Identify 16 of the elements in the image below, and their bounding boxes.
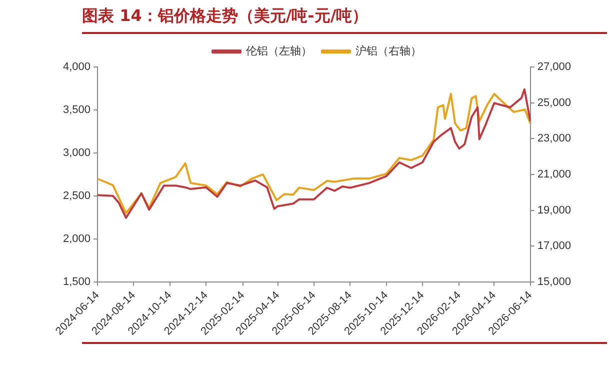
y2-tick-label: 15,000 bbox=[537, 276, 572, 288]
y2-tick-label: 21,000 bbox=[537, 168, 572, 180]
legend-label: 沪铝（右轴） bbox=[356, 44, 422, 58]
y-tick-label: 4,000 bbox=[62, 61, 91, 74]
y-tick-label: 3,000 bbox=[62, 146, 91, 159]
y2-tick-label: 23,000 bbox=[537, 132, 572, 145]
y2-tick-label: 27,000 bbox=[537, 61, 572, 74]
legend-label: 伦铝（左轴） bbox=[246, 44, 312, 58]
y-tick-label: 3,500 bbox=[62, 104, 91, 116]
y2-tick-label: 25,000 bbox=[537, 96, 572, 109]
chart-title: 图表 14：铝价格走势（美元/吨-元/吨） bbox=[82, 6, 368, 27]
y-tick-label: 2,000 bbox=[62, 232, 91, 245]
y-tick-label: 1,500 bbox=[62, 276, 91, 288]
y2-tick-label: 17,000 bbox=[537, 240, 572, 252]
y2-tick-label: 19,000 bbox=[537, 204, 572, 216]
y-tick-label: 2,500 bbox=[62, 190, 91, 202]
